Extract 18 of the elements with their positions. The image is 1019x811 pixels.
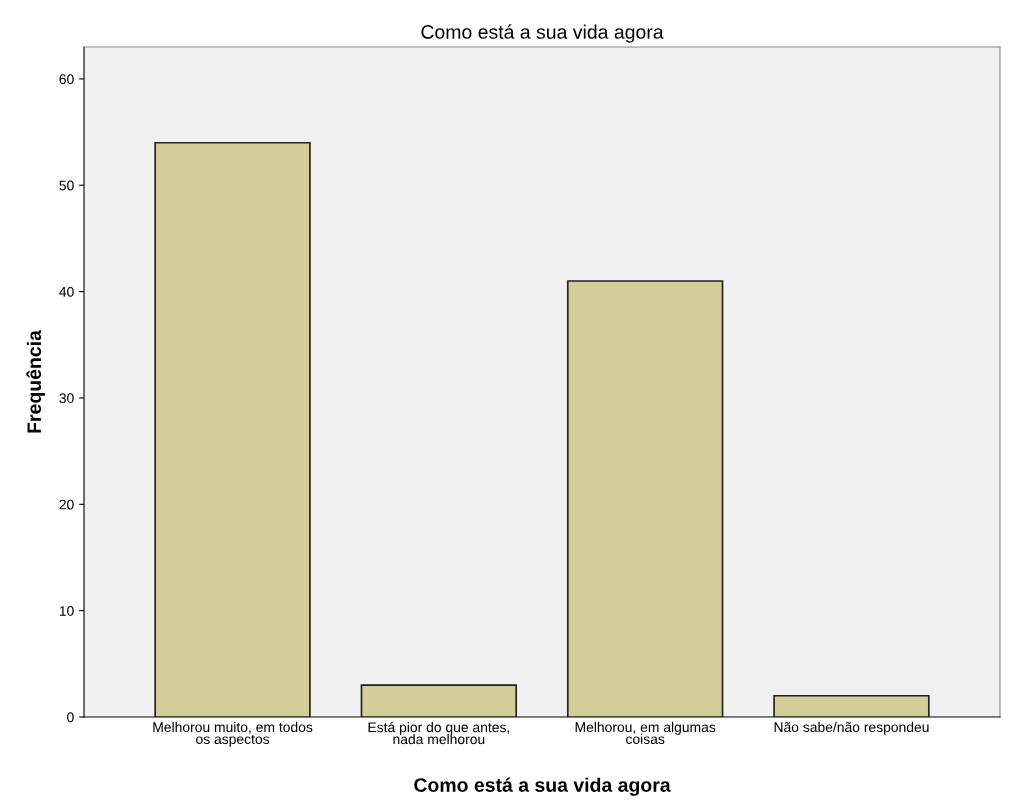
x-axis-title: Como está a sua vida agora: [414, 777, 671, 796]
y-axis-title: Frequência: [26, 330, 45, 433]
y-tick-label: 40: [59, 286, 74, 297]
bar: [773, 694, 930, 717]
y-tick-label: 50: [59, 180, 74, 191]
x-tick-label: Melhorou muito, em todos os aspectos: [153, 721, 313, 747]
bar: [154, 141, 311, 717]
x-tick-label: Melhorou, em algumas coisas: [575, 721, 716, 744]
x-tick-label: Está pior do que antes, nada melhorou: [368, 721, 510, 745]
chart-title: Como está a sua vida agora: [421, 24, 664, 43]
bar: [360, 684, 518, 717]
y-tick-label: 20: [59, 499, 74, 510]
y-tick-label: 30: [59, 393, 74, 404]
x-tick-label: Não sabe/não respondeu: [774, 721, 929, 735]
y-tick-label: 0: [67, 712, 74, 723]
y-tick-label: 60: [59, 74, 74, 85]
y-tick-label: 10: [59, 605, 74, 616]
bar: [566, 280, 724, 717]
